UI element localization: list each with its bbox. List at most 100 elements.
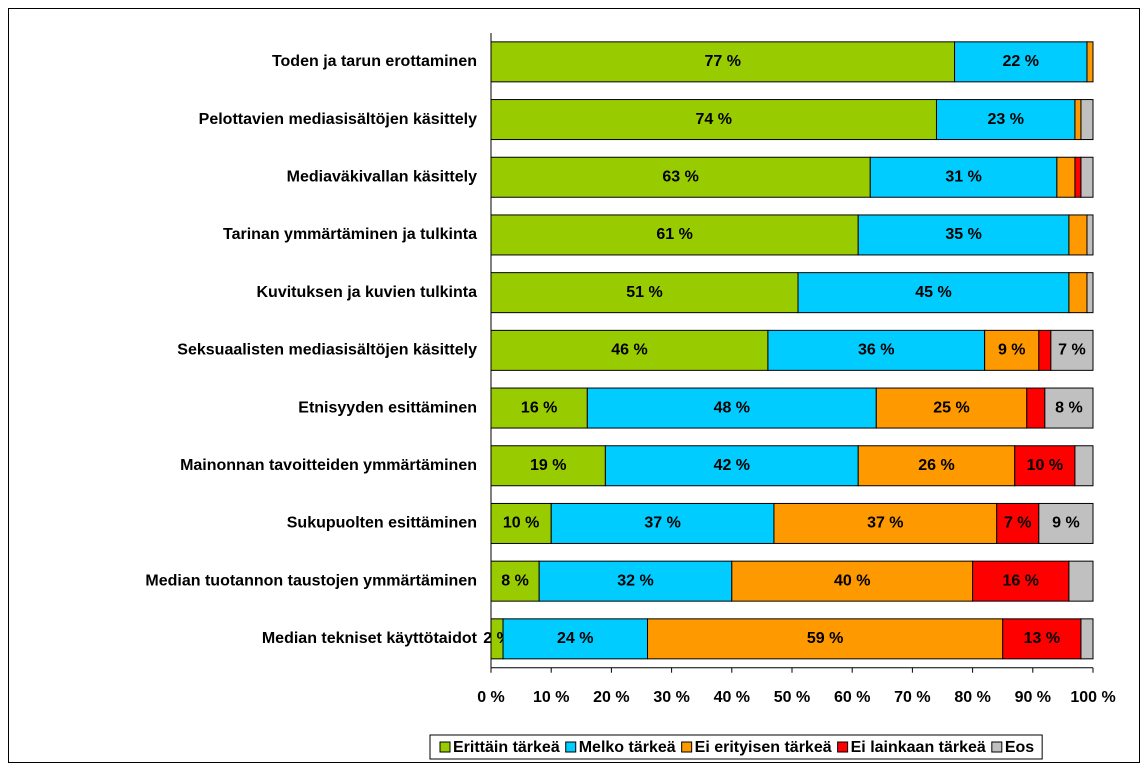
bar-segment xyxy=(767,329,986,371)
bar-segment xyxy=(1038,329,1052,371)
bar-segment xyxy=(1026,387,1046,429)
x-tick-label: 50 % xyxy=(774,689,810,706)
value-label: 22 % xyxy=(1003,53,1039,70)
value-label: 63 % xyxy=(662,168,698,185)
bar-segment xyxy=(857,214,1070,256)
value-label: 59 % xyxy=(807,630,843,647)
bar-segment xyxy=(935,99,1076,141)
bar-segment xyxy=(857,445,1016,487)
bar-segment xyxy=(1074,445,1094,487)
x-tick-label: 80 % xyxy=(954,689,990,706)
bar-segment xyxy=(1050,329,1094,371)
value-label: 26 % xyxy=(918,457,954,474)
value-label: 9 % xyxy=(998,342,1026,359)
value-label: 31 % xyxy=(945,168,981,185)
category-label: Seksuaalisten mediasisältöjen käsittely xyxy=(177,342,477,359)
category-label: Tarinan ymmärtäminen ja tulkinta xyxy=(223,226,477,243)
bar-segment xyxy=(1068,560,1094,602)
value-label: 23 % xyxy=(987,111,1023,128)
legend-label: Eos xyxy=(1005,739,1034,756)
value-label: 42 % xyxy=(714,457,750,474)
value-label: 48 % xyxy=(714,399,750,416)
x-tick-label: 70 % xyxy=(894,689,930,706)
bar-segment xyxy=(1086,214,1094,256)
bar-segment xyxy=(1044,387,1094,429)
value-label: 10 % xyxy=(503,515,539,532)
bar-segment xyxy=(773,502,998,544)
bar-segment xyxy=(490,387,588,429)
category-label: Mainonnan tavoitteiden ymmärtäminen xyxy=(180,457,477,474)
bar-segment xyxy=(1080,618,1094,660)
bar-segment xyxy=(490,41,956,83)
x-tick-label: 100 % xyxy=(1070,689,1115,706)
value-label: 51 % xyxy=(626,284,662,301)
value-label: 16 % xyxy=(521,399,557,416)
bar-segment xyxy=(1002,618,1082,660)
bar-segment xyxy=(1086,41,1094,83)
bar-segment xyxy=(586,387,877,429)
value-label: 25 % xyxy=(933,399,969,416)
legend-swatch xyxy=(565,741,577,753)
value-label: 36 % xyxy=(858,342,894,359)
bar-segment xyxy=(490,156,871,198)
bar-segment xyxy=(490,272,799,314)
legend-box xyxy=(429,734,1043,760)
value-label: 8 % xyxy=(1055,399,1083,416)
bar-segment xyxy=(875,387,1028,429)
bar-segment xyxy=(869,156,1058,198)
category-label: Mediaväkivallan käsittely xyxy=(287,168,477,185)
legend-swatch xyxy=(439,741,451,753)
legend-label: Ei lainkaan tärkeä xyxy=(851,739,986,756)
value-label: 8 % xyxy=(501,572,529,589)
legend-label: Melko tärkeä xyxy=(579,739,676,756)
bar-segment xyxy=(647,618,1004,660)
value-label: 77 % xyxy=(705,53,741,70)
value-label: 46 % xyxy=(611,342,647,359)
x-tick-label: 40 % xyxy=(714,689,750,706)
value-label: 37 % xyxy=(867,515,903,532)
value-label: 9 % xyxy=(1052,515,1080,532)
legend-swatch xyxy=(837,741,849,753)
bar-segment xyxy=(797,272,1070,314)
value-label: 35 % xyxy=(945,226,981,243)
bar-segment xyxy=(1068,272,1088,314)
value-label: 74 % xyxy=(696,111,732,128)
bar-segment xyxy=(1080,99,1094,141)
legend-swatch xyxy=(681,741,693,753)
value-label: 37 % xyxy=(644,515,680,532)
legend-label: Ei erityisen tärkeä xyxy=(695,739,832,756)
bar-segment xyxy=(984,329,1040,371)
value-label: 40 % xyxy=(834,572,870,589)
bar-segment xyxy=(1068,214,1088,256)
value-label: 45 % xyxy=(915,284,951,301)
category-label: Etnisyyden esittäminen xyxy=(298,399,477,416)
bar-segment xyxy=(550,502,775,544)
x-tick-label: 90 % xyxy=(1015,689,1051,706)
x-tick-label: 30 % xyxy=(653,689,689,706)
bar-segment xyxy=(1080,156,1094,198)
value-label: 13 % xyxy=(1024,630,1060,647)
bar-segment xyxy=(972,560,1070,602)
bar-segment xyxy=(490,502,552,544)
bar-segment xyxy=(954,41,1088,83)
category-label: Median tuotannon taustojen ymmärtäminen xyxy=(145,572,477,589)
category-label: Pelottavien mediasisältöjen käsittely xyxy=(199,111,477,128)
category-label: Kuvituksen ja kuvien tulkinta xyxy=(257,284,478,301)
bar-segment xyxy=(731,560,974,602)
value-label: 19 % xyxy=(530,457,566,474)
x-tick-label: 20 % xyxy=(593,689,629,706)
value-label: 61 % xyxy=(656,226,692,243)
value-label: 32 % xyxy=(617,572,653,589)
bar-segment xyxy=(490,445,606,487)
bar-segment xyxy=(1074,99,1082,141)
x-tick-label: 0 % xyxy=(477,689,505,706)
value-label: 24 % xyxy=(557,630,593,647)
category-label: Median tekniset käyttötaidot xyxy=(262,630,478,647)
legend-label: Erittäin tärkeä xyxy=(453,739,560,756)
bar-segment xyxy=(1086,272,1094,314)
category-label: Sukupuolten esittäminen xyxy=(287,515,477,532)
value-label: 7 % xyxy=(1004,515,1032,532)
value-label: 7 % xyxy=(1058,342,1086,359)
bar-segment xyxy=(1056,156,1076,198)
